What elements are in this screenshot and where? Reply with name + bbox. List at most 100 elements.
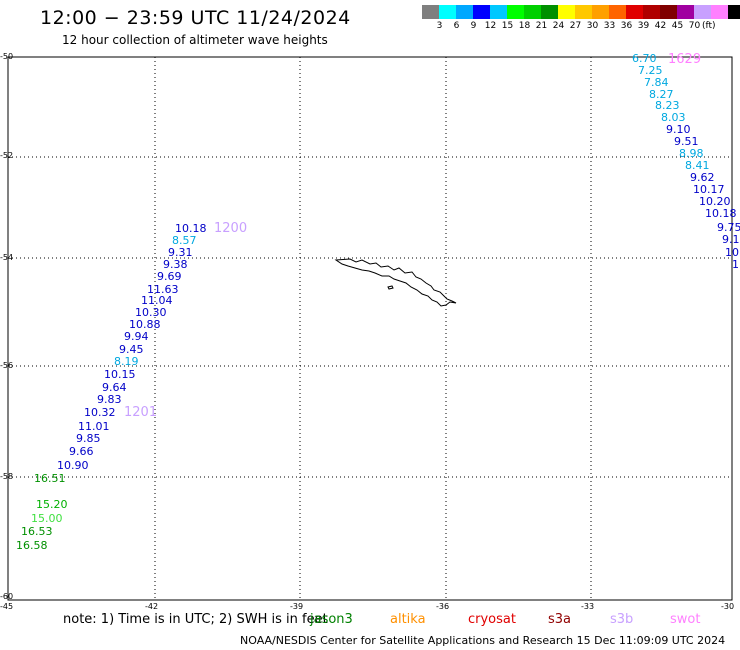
wave-height-label: 9.69 xyxy=(157,270,182,283)
wave-height-label: 11.01 xyxy=(78,420,110,433)
wave-height-label: 9.51 xyxy=(674,135,699,148)
time-mark: 1201 xyxy=(124,405,158,420)
x-label: -39 xyxy=(290,602,304,611)
wave-height-label: 9.38 xyxy=(163,258,188,271)
wave-height-label: 8.27 xyxy=(649,88,674,101)
y-label: -58 xyxy=(0,472,14,481)
wave-height-label: 8.57 xyxy=(172,234,197,247)
footer-note: note: 1) Time is in UTC; 2) SWH is in fe… xyxy=(63,612,328,627)
colorbar-swatch xyxy=(626,5,643,19)
colorbar-tick: 45 xyxy=(671,21,684,31)
x-label: -42 xyxy=(145,602,159,611)
y-label: -54 xyxy=(0,253,14,262)
wave-height-label: 15.20 xyxy=(36,498,68,511)
wave-height-label: 11.63 xyxy=(147,283,179,296)
colorbar-swatch xyxy=(728,5,740,19)
wave-height-label: 8.23 xyxy=(655,99,680,112)
wave-height-label: 9.94 xyxy=(124,330,149,343)
wave-height-label: 10.32 xyxy=(84,406,116,419)
satellite-legend-swot: swot xyxy=(670,612,701,627)
colorbar-tick: 42 xyxy=(654,21,667,31)
wave-height-label: 9.66 xyxy=(69,445,94,458)
colorbar-swatch xyxy=(643,5,660,19)
footer-credit: NOAA/NESDIS Center for Satellite Applica… xyxy=(240,634,726,647)
wave-height-label: 6.70 xyxy=(632,52,657,65)
satellite-legend-jason3: jason3 xyxy=(310,612,353,627)
colorbar-swatch xyxy=(660,5,677,19)
colorbar-tick: 27 xyxy=(569,21,582,31)
wave-height-label: 7.84 xyxy=(644,76,669,89)
wave-height-label: 16.53 xyxy=(21,525,53,538)
y-label: -52 xyxy=(0,151,14,160)
colorbar-swatch xyxy=(711,5,728,19)
wave-height-label: 9.62 xyxy=(690,171,715,184)
time-mark: 1200 xyxy=(214,221,248,236)
wave-height-label: 9.1 xyxy=(722,233,740,246)
graticule xyxy=(8,57,732,600)
colorbar-tick: 6 xyxy=(453,21,460,31)
x-label: -30 xyxy=(721,602,735,611)
colorbar-swatch xyxy=(677,5,694,19)
colorbar-tick: 15 xyxy=(501,21,514,31)
colorbar-tick: 18 xyxy=(518,21,531,31)
x-label: -36 xyxy=(436,602,450,611)
wave-height-label: 9.85 xyxy=(76,432,101,445)
map-title: 12:00 − 23:59 UTC 11/24/2024 xyxy=(40,7,351,29)
colorbar-tick: 30 xyxy=(586,21,599,31)
colorbar-swatch xyxy=(490,5,507,19)
wave-height-label: 10.15 xyxy=(104,368,136,381)
colorbar-tick: 21 xyxy=(535,21,548,31)
colorbar-tick: 70 xyxy=(688,21,701,31)
wave-height-label: 9.83 xyxy=(97,393,122,406)
y-label: -50 xyxy=(0,52,14,61)
wave-height-label: 9.45 xyxy=(119,343,144,356)
wave-height-label: 10.18 xyxy=(175,222,207,235)
wave-height-label: 10.17 xyxy=(693,183,725,196)
wave-height-label: 11.04 xyxy=(141,294,173,307)
wave-height-label: 10.88 xyxy=(129,318,161,331)
colorbar-tick: 33 xyxy=(603,21,616,31)
wave-height-label: 9.31 xyxy=(168,246,193,259)
wave-height-label: 9.75 xyxy=(717,221,740,234)
wave-height-label: 10.90 xyxy=(57,459,89,472)
satellite-legend-s3b: s3b xyxy=(610,612,634,627)
y-label: -60 xyxy=(0,592,14,601)
wave-height-label: 9.64 xyxy=(102,381,127,394)
map-subtitle: 12 hour collection of altimeter wave hei… xyxy=(62,33,328,47)
south-georgia-island-outline xyxy=(334,258,457,307)
wave-height-label: 10. xyxy=(725,246,740,259)
wave-height-label: 10.20 xyxy=(699,195,731,208)
wave-height-label: 16.51 xyxy=(34,472,66,485)
colorbar-tick: 39 xyxy=(637,21,650,31)
colorbar-swatch xyxy=(456,5,473,19)
wave-height-label: 9.10 xyxy=(666,123,691,136)
small-island-outline xyxy=(387,285,394,290)
colorbar-swatch xyxy=(609,5,626,19)
wave-height-label: 10.18 xyxy=(705,207,737,220)
colorbar-swatch xyxy=(422,5,439,19)
colorbar-swatch xyxy=(524,5,541,19)
satellite-legend-altika: altika xyxy=(390,612,426,627)
colorbar-swatch xyxy=(507,5,524,19)
colorbar-swatch xyxy=(592,5,609,19)
wave-height-label: 7.25 xyxy=(638,64,663,77)
x-label: -33 xyxy=(581,602,595,611)
colorbar-tick: 3 xyxy=(436,21,443,31)
colorbar-tick: 12 xyxy=(484,21,497,31)
colorbar-tick: 24 xyxy=(552,21,565,31)
colorbar-swatch xyxy=(575,5,592,19)
colorbar-unit: (ft) xyxy=(702,21,716,31)
colorbar-swatch xyxy=(473,5,490,19)
wave-height-label: 8.03 xyxy=(661,111,686,124)
wave-height-label: 8.19 xyxy=(114,355,139,368)
colorbar-tick: 9 xyxy=(470,21,477,31)
map-frame xyxy=(7,56,733,601)
colorbar-swatch xyxy=(694,5,711,19)
wave-height-label: 10.30 xyxy=(135,306,167,319)
wave-height-label: 8.98 xyxy=(679,147,704,160)
colorbar-tick: 36 xyxy=(620,21,633,31)
wave-height-label: 16.58 xyxy=(16,539,48,552)
x-label: -45 xyxy=(0,602,14,611)
y-label: -56 xyxy=(0,361,14,370)
